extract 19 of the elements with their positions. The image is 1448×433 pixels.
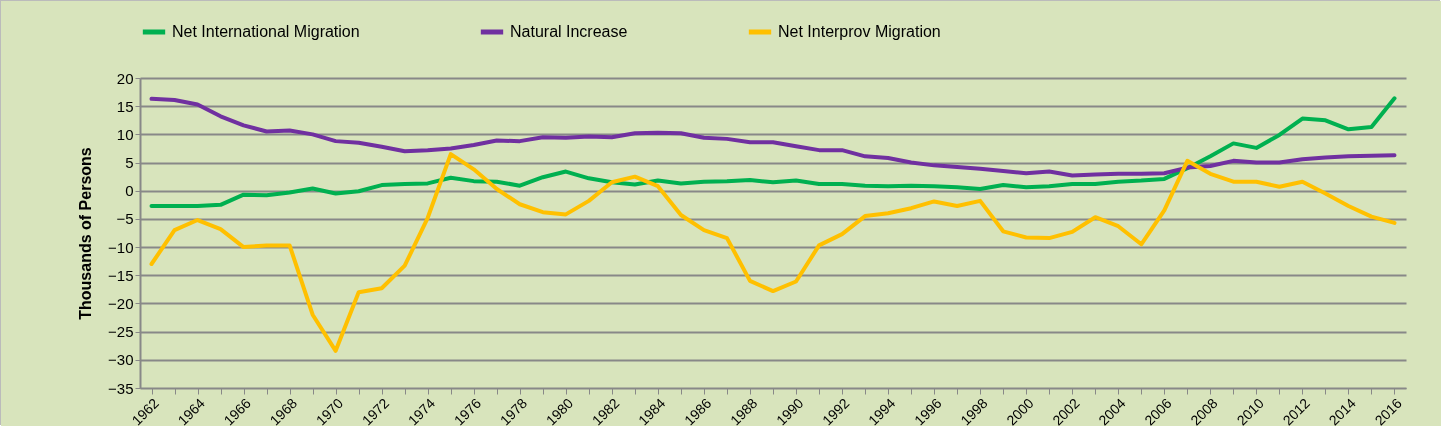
y-tick-label: −15: [108, 266, 134, 284]
line-series: [149, 152, 1397, 353]
legend-label: Net Interprov Migration: [778, 23, 941, 40]
line-series: [149, 96, 1397, 208]
y-tick-label: 15: [116, 97, 134, 115]
y-axis-title: Thousands of Persons: [77, 147, 95, 320]
y-tick-label: −20: [108, 294, 134, 312]
line-series: [149, 96, 1397, 178]
legend-label: Net International Migration: [172, 23, 360, 40]
legend-label: Natural Increase: [510, 23, 628, 40]
y-tick-label: −25: [108, 323, 134, 341]
y-tick-label: −5: [116, 210, 134, 228]
y-tick-label: −10: [108, 238, 134, 256]
y-tick-label: 10: [116, 125, 134, 143]
y-tick-label: −30: [108, 351, 134, 369]
y-tick-label: −35: [108, 379, 134, 397]
y-tick-label: 20: [116, 69, 134, 87]
y-tick-label: 0: [125, 182, 134, 200]
y-tick-label: 5: [125, 154, 134, 172]
